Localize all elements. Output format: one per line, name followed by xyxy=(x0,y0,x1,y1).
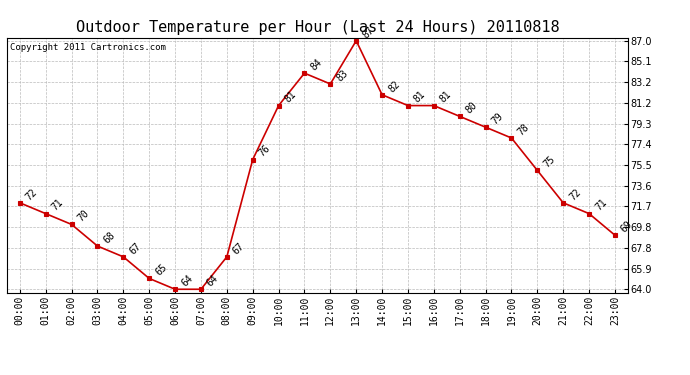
Text: 71: 71 xyxy=(593,198,609,213)
Text: 72: 72 xyxy=(24,187,39,202)
Text: 87: 87 xyxy=(360,25,376,40)
Text: 72: 72 xyxy=(567,187,583,202)
Text: 75: 75 xyxy=(542,154,557,170)
Text: 67: 67 xyxy=(231,241,246,256)
Text: 68: 68 xyxy=(101,230,117,245)
Text: 81: 81 xyxy=(438,89,453,105)
Text: 83: 83 xyxy=(335,68,350,83)
Text: 81: 81 xyxy=(412,89,428,105)
Text: 67: 67 xyxy=(128,241,143,256)
Text: 64: 64 xyxy=(205,273,221,288)
Text: 71: 71 xyxy=(50,198,66,213)
Text: 79: 79 xyxy=(490,111,505,126)
Text: 69: 69 xyxy=(619,219,635,234)
Text: 64: 64 xyxy=(179,273,195,288)
Text: Copyright 2011 Cartronics.com: Copyright 2011 Cartronics.com xyxy=(10,43,166,52)
Text: 80: 80 xyxy=(464,100,480,116)
Title: Outdoor Temperature per Hour (Last 24 Hours) 20110818: Outdoor Temperature per Hour (Last 24 Ho… xyxy=(76,20,559,35)
Text: 78: 78 xyxy=(515,122,531,137)
Text: 81: 81 xyxy=(283,89,298,105)
Text: 70: 70 xyxy=(76,208,91,224)
Text: 84: 84 xyxy=(308,57,324,72)
Text: 76: 76 xyxy=(257,144,273,159)
Text: 65: 65 xyxy=(153,262,169,278)
Text: 82: 82 xyxy=(386,79,402,94)
